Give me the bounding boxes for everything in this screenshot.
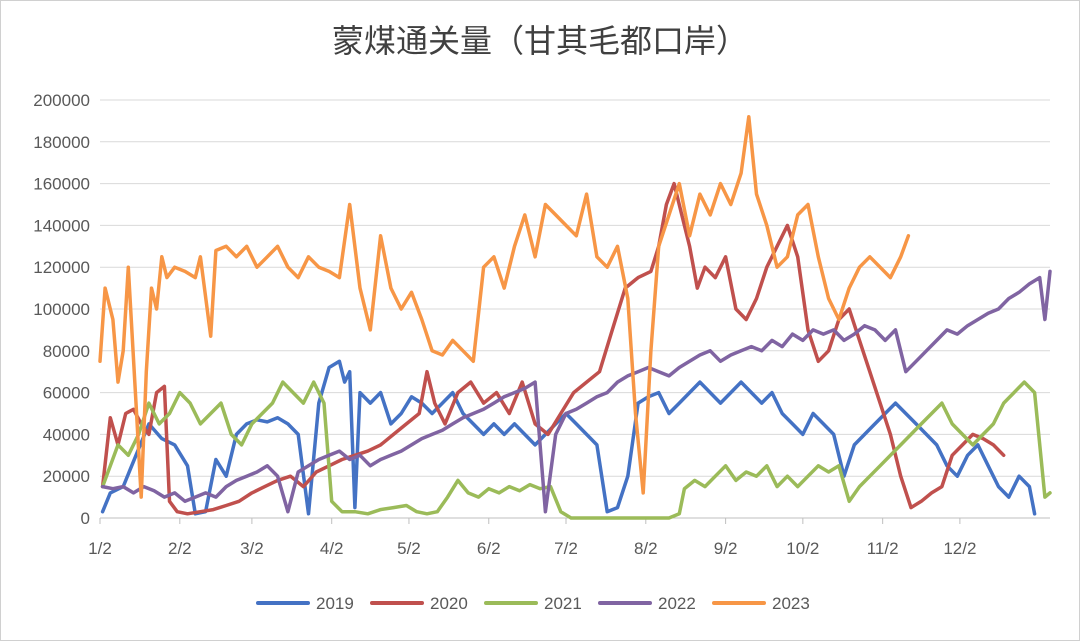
x-tick-label-11/2: 11/2: [867, 539, 899, 558]
chart-title: 蒙煤通关量（甘其毛都口岸）: [332, 22, 748, 60]
series-line-2020: [100, 181, 1006, 516]
x-tick-label-3/2: 3/2: [240, 539, 264, 558]
legend-label-2019: 2019: [316, 594, 354, 613]
y-tick-label-180000: 180000: [33, 133, 90, 152]
y-tick-label-20000: 20000: [43, 467, 90, 486]
y-tick-label-80000: 80000: [43, 342, 90, 361]
x-tick-label-6/2: 6/2: [477, 539, 501, 558]
series-line-2021: [100, 380, 1052, 520]
y-tick-label-160000: 160000: [33, 175, 90, 194]
x-tick-label-12/2: 12/2: [943, 539, 976, 558]
x-tick-label-8/2: 8/2: [634, 539, 658, 558]
x-tick-label-7/2: 7/2: [554, 539, 578, 558]
x-tick-label-2/2: 2/2: [168, 539, 192, 558]
y-tick-label-100000: 100000: [33, 300, 90, 319]
series-line-2023: [98, 114, 911, 499]
legend-label-2021: 2021: [544, 594, 582, 613]
series-line-2022: [100, 269, 1052, 514]
y-tick-label-120000: 120000: [33, 258, 90, 277]
series-line-2019: [100, 359, 1037, 516]
y-tick-label-40000: 40000: [43, 425, 90, 444]
x-tick-label-4/2: 4/2: [320, 539, 344, 558]
legend-label-2022: 2022: [658, 594, 696, 613]
legend-label-2020: 2020: [430, 594, 468, 613]
x-tick-label-10/2: 10/2: [786, 539, 819, 558]
x-tick-label-9/2: 9/2: [714, 539, 738, 558]
legend-label-2023: 2023: [772, 594, 810, 613]
legend: 2019 2020 2021 2022 2023: [256, 594, 810, 613]
x-tick-label-1/2: 1/2: [88, 539, 112, 558]
grid-lines: [100, 99, 1050, 519]
y-tick-label-0: 0: [81, 509, 90, 528]
plot-area: [98, 114, 1052, 520]
y-axis-ticks: 0 20000 40000 60000 80000 100000 120000 140000 1…: [33, 91, 90, 528]
x-axis-ticks: 1/2 2/2 3/2 4/2 5/2 6/2 7/2 8/2 9/2 10/2 11/2 12/2: [88, 518, 976, 558]
x-tick-label-5/2: 5/2: [397, 539, 421, 558]
y-tick-label-200000: 200000: [33, 91, 90, 110]
y-tick-label-60000: 60000: [43, 384, 90, 403]
y-tick-label-140000: 140000: [33, 216, 90, 235]
